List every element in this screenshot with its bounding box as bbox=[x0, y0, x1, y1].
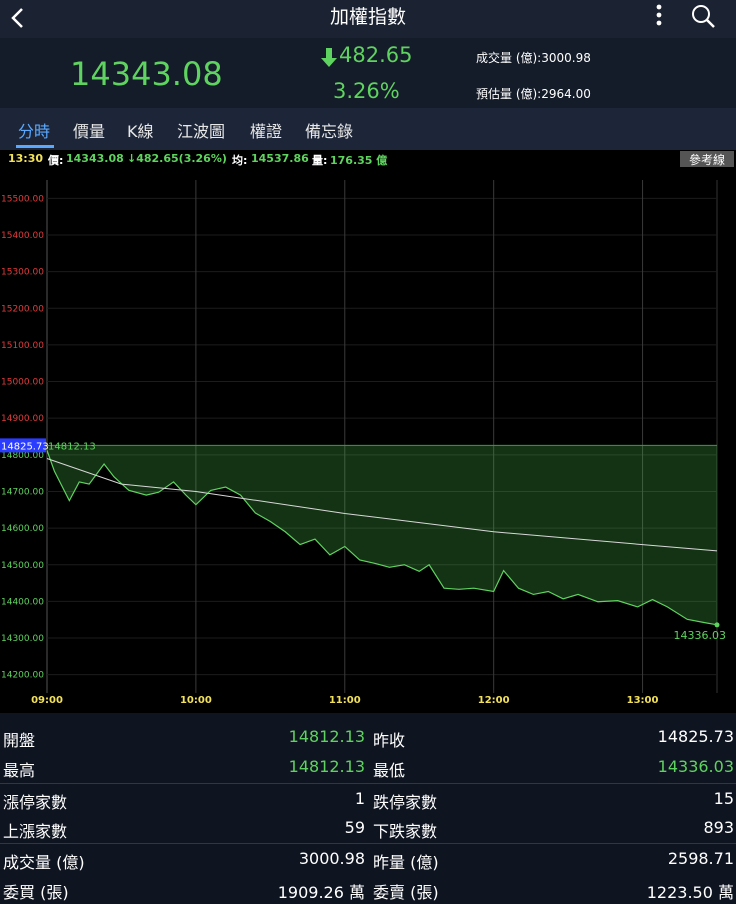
stats-row: 漲停家數 1 跌停家數 15 bbox=[0, 782, 736, 814]
last-label: 14336.03 bbox=[674, 629, 727, 642]
value: 176.35 億 bbox=[330, 154, 388, 167]
price-line bbox=[46, 450, 718, 626]
stat-label: 委賣 (張) bbox=[373, 882, 439, 902]
stats-row: 開盤 14812.13 昨收 14825.73 bbox=[0, 722, 736, 752]
tab-underline bbox=[16, 145, 54, 148]
stats-table: 開盤 14812.13 昨收 14825.73 最高 14812.13 最低 14336.03… bbox=[0, 722, 736, 902]
tab[interactable]: 價量 bbox=[73, 122, 106, 141]
stat-label: 最低 bbox=[373, 761, 406, 781]
stat-label: 開盤 bbox=[3, 731, 36, 750]
open-label: 14812.13 bbox=[48, 441, 96, 452]
more-button[interactable] bbox=[652, 3, 666, 29]
chart: 14200.00 14300.00 14400.00 14500.00 14600.00… bbox=[0, 168, 736, 713]
tab[interactable]: 分時 bbox=[18, 122, 51, 141]
x-tick-label: 11:00 bbox=[329, 695, 361, 706]
label: 均: bbox=[232, 154, 248, 167]
stat-label: 委買 (張) bbox=[3, 882, 69, 902]
reference-label-bg bbox=[0, 438, 46, 453]
y-tick-label: 14800.00 bbox=[1, 451, 44, 461]
value: 14537.86 bbox=[251, 152, 309, 165]
stats-row: 上漲家數 59 下跌家數 893 bbox=[0, 813, 736, 843]
tab[interactable]: 備忘錄 bbox=[305, 122, 354, 141]
stats-row: 最高 14812.13 最低 14336.03 bbox=[0, 752, 736, 782]
y-tick-label: 15400.00 bbox=[1, 231, 44, 241]
y-tick-label: 15200.00 bbox=[1, 304, 44, 314]
search-button[interactable] bbox=[690, 3, 718, 31]
header: 加權指數 bbox=[0, 0, 736, 38]
y-tick-label: 15000.00 bbox=[1, 378, 44, 388]
stat-value: 14336.03 bbox=[657, 757, 734, 777]
reference-button[interactable]: 參考線 bbox=[680, 151, 734, 167]
x-tick-label: 10:00 bbox=[180, 695, 212, 706]
price: 14343.08 bbox=[70, 55, 223, 93]
area-fill bbox=[47, 445, 717, 625]
label: 價: bbox=[48, 154, 64, 167]
stats-row: 成交量 (億) 3000.98 昨量 (億) 2598.71 bbox=[0, 843, 736, 874]
y-tick-label: 14900.00 bbox=[1, 414, 44, 424]
stat-label: 最高 bbox=[3, 761, 36, 781]
stat-value: 15 bbox=[713, 788, 734, 808]
y-tick-label: 14200.00 bbox=[1, 671, 44, 681]
label: 量: bbox=[312, 154, 328, 167]
last-point bbox=[714, 622, 720, 628]
stat-value: 1909.26 萬 bbox=[277, 882, 365, 902]
y-tick-label: 14700.00 bbox=[1, 487, 44, 497]
y-tick-label: 14500.00 bbox=[1, 561, 44, 571]
stats-row: 委買 (張) 1909.26 萬委賣 (張) 1223.50 萬 bbox=[0, 874, 736, 904]
stat-label: 昨量 (億) bbox=[373, 853, 439, 873]
y-tick-label: 14300.00 bbox=[1, 634, 44, 644]
x-tick-label: 09:00 bbox=[31, 695, 63, 706]
y-tick-label: 14400.00 bbox=[1, 597, 44, 607]
stat-label: 成交量 (億) bbox=[3, 853, 85, 873]
change-pct: 3.26% bbox=[333, 79, 400, 103]
stat-value: 1 bbox=[354, 788, 365, 808]
stat-label: 下跌家數 bbox=[373, 821, 438, 841]
reference-label: 14825.73 bbox=[1, 441, 49, 452]
stat-value: 59 bbox=[344, 817, 365, 837]
title: 加權指數 bbox=[329, 6, 406, 28]
x-tick-label: 13:00 bbox=[627, 695, 659, 706]
stat-value: 3000.98 bbox=[298, 849, 365, 869]
stat-value: 14825.73 bbox=[657, 727, 734, 746]
tab[interactable]: 江波圖 bbox=[177, 122, 226, 141]
estimate: 預估量 (億):2964.00 bbox=[476, 87, 591, 101]
stat-value: 2598.71 bbox=[667, 849, 734, 869]
tab[interactable]: K線 bbox=[127, 122, 154, 141]
change: 482.65 bbox=[339, 43, 413, 67]
y-tick-label: 15500.00 bbox=[1, 194, 44, 204]
stat-label: 跌停家數 bbox=[373, 792, 438, 812]
volume: 成交量 (億):3000.98 bbox=[476, 51, 591, 65]
stat-value: 14812.13 bbox=[288, 757, 365, 777]
stat-value: 893 bbox=[703, 817, 734, 837]
stat-label: 漲停家數 bbox=[3, 792, 68, 812]
stat-value: 14812.13 bbox=[288, 727, 365, 746]
value: 14343.08 bbox=[66, 152, 124, 165]
average-line bbox=[46, 458, 718, 552]
y-tick-label: 15100.00 bbox=[1, 341, 44, 351]
x-tick-label: 12:00 bbox=[478, 695, 510, 706]
y-tick-label: 15300.00 bbox=[1, 268, 44, 278]
info-bar: 13:30 價: 14343.08 ↓482.65(3.26%) 均: 1453… bbox=[0, 150, 736, 168]
value: ↓482.65(3.26%) bbox=[127, 152, 227, 165]
tab[interactable]: 權證 bbox=[250, 122, 283, 141]
time: 13:30 bbox=[8, 152, 44, 165]
down-arrow bbox=[321, 48, 337, 67]
plot-bg bbox=[0, 168, 736, 713]
stat-value: 1223.50 萬 bbox=[646, 882, 734, 902]
stat-label: 上漲家數 bbox=[3, 821, 68, 841]
back-button[interactable] bbox=[8, 6, 28, 30]
quote: 14343.08 482.65 3.26% 成交量 (億):3000.98 預估… bbox=[0, 38, 736, 108]
stat-label: 昨收 bbox=[373, 731, 406, 750]
tab-bar bbox=[0, 108, 736, 150]
y-tick-label: 14600.00 bbox=[1, 524, 44, 534]
